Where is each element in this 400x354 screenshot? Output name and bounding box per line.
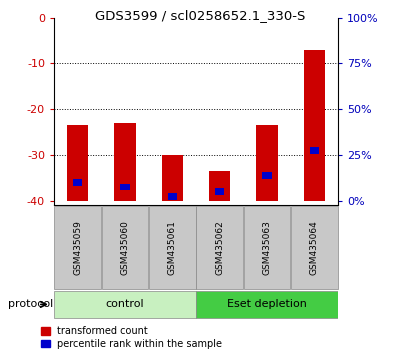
Text: GDS3599 / scl0258652.1_330-S: GDS3599 / scl0258652.1_330-S bbox=[95, 9, 305, 22]
Bar bbox=[67, 125, 88, 201]
FancyBboxPatch shape bbox=[291, 206, 338, 290]
FancyBboxPatch shape bbox=[196, 291, 338, 318]
Bar bbox=[304, 50, 325, 201]
Bar bbox=[120, 184, 130, 190]
Bar bbox=[162, 155, 183, 201]
Bar bbox=[256, 125, 278, 201]
FancyBboxPatch shape bbox=[196, 206, 243, 290]
Text: protocol: protocol bbox=[8, 299, 53, 309]
Bar bbox=[262, 172, 272, 179]
FancyBboxPatch shape bbox=[244, 206, 290, 290]
Bar bbox=[310, 147, 319, 154]
Legend: transformed count, percentile rank within the sample: transformed count, percentile rank withi… bbox=[41, 326, 222, 349]
Text: control: control bbox=[106, 299, 144, 309]
Bar bbox=[73, 179, 82, 186]
Text: GSM435060: GSM435060 bbox=[120, 220, 130, 275]
Text: GSM435062: GSM435062 bbox=[215, 221, 224, 275]
FancyBboxPatch shape bbox=[54, 206, 101, 290]
FancyBboxPatch shape bbox=[102, 206, 148, 290]
Text: Eset depletion: Eset depletion bbox=[227, 299, 307, 309]
FancyBboxPatch shape bbox=[149, 206, 196, 290]
Text: GSM435063: GSM435063 bbox=[262, 220, 272, 275]
Bar bbox=[168, 193, 177, 200]
Bar bbox=[215, 188, 224, 195]
Text: GSM435064: GSM435064 bbox=[310, 221, 319, 275]
Bar bbox=[209, 171, 230, 201]
Text: GSM435061: GSM435061 bbox=[168, 220, 177, 275]
FancyBboxPatch shape bbox=[54, 291, 196, 318]
Bar bbox=[114, 123, 136, 201]
Text: GSM435059: GSM435059 bbox=[73, 220, 82, 275]
